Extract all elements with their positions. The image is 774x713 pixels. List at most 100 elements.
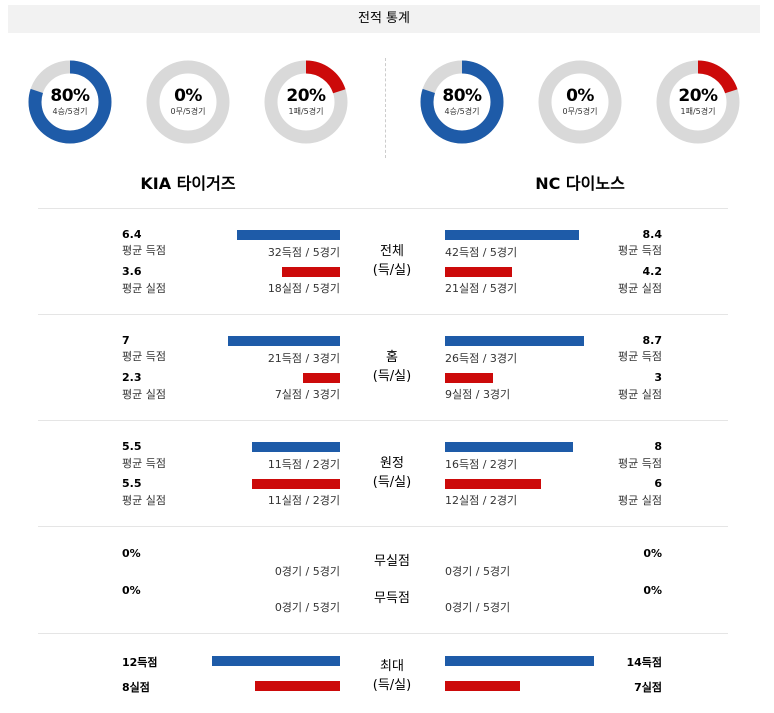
right-loss-sub: 9실점 / 3경기 (445, 388, 511, 401)
donut-caption: 1패/5경기 (288, 107, 324, 116)
category-label: 원정 (380, 456, 404, 471)
section-title: 전적 통계 (8, 5, 760, 33)
left-avg-score-label: 평균 득점 (122, 244, 166, 257)
right-loss-sub: 12실점 / 2경기 (445, 494, 518, 507)
left-avg-score-label: 평균 득점 (122, 457, 166, 470)
left-avg-score: 6.4 (122, 228, 142, 241)
left-max-score-bar (212, 656, 340, 666)
donut-percent: 80% (50, 86, 90, 106)
right-avg-loss-label: 평균 실점 (618, 494, 662, 507)
donut-caption: 4승/5경기 (444, 107, 480, 116)
category-sublabel: (득/실) (372, 369, 412, 384)
right-avg-score: 8.4 (642, 228, 663, 241)
left-avg-loss-label: 평균 실점 (122, 282, 166, 295)
donut-caption: 0무/5경기 (170, 107, 206, 116)
left-loss-bar (252, 479, 340, 489)
left-avg-score: 7 (122, 334, 130, 347)
right-score-sub: 16득점 / 2경기 (445, 458, 518, 471)
left-score-bar (252, 442, 340, 452)
left-score-sub: 21득점 / 3경기 (267, 352, 340, 365)
right-avg-score-label: 평균 득점 (618, 244, 662, 257)
category-sublabel: (득/실) (372, 678, 412, 693)
right-loss-bar (445, 479, 541, 489)
category-label: 무득점 (374, 591, 410, 606)
left-avg-score: 5.5 (122, 440, 142, 453)
right-avg-loss-label: 평균 실점 (618, 388, 662, 401)
team-name-right: NC 다이노스 (535, 174, 625, 193)
category-label: 무실점 (374, 554, 410, 569)
donut-percent: 0% (174, 86, 202, 106)
draw-rate-donut: 0% 0무/5경기 (146, 60, 230, 144)
left-loss-bar (303, 373, 340, 383)
loss-rate-donut: 20% 1패/5경기 (264, 60, 348, 144)
draw-rate-donut: 0% 0무/5경기 (538, 60, 622, 144)
right-loss-bar (445, 267, 512, 277)
row-divider (38, 208, 728, 209)
right-score-bar (445, 336, 584, 346)
category-sublabel: (득/실) (372, 475, 412, 490)
right-score-bar (445, 442, 573, 452)
right-loss-bar (445, 373, 493, 383)
donut-percent: 80% (442, 86, 482, 106)
donut-arc (656, 60, 740, 144)
win-rate-donut: 80% 4승/5경기 (28, 60, 112, 144)
left-avg-loss-label: 평균 실점 (122, 494, 166, 507)
right-avg-loss: 4.2 (642, 265, 663, 278)
left-scoreless-sub: 0경기 / 5경기 (274, 601, 340, 614)
category-label: 전체 (380, 244, 404, 259)
category-sublabel: (득/실) (372, 263, 412, 278)
right-score-bar (445, 230, 579, 240)
right-avg-score: 8 (654, 440, 662, 453)
left-score-sub: 11득점 / 2경기 (267, 458, 340, 471)
left-avg-loss-label: 평균 실점 (122, 388, 166, 401)
left-max-score: 12득점 (122, 656, 158, 669)
right-max-score-bar (445, 656, 594, 666)
donut-arc (28, 60, 112, 144)
left-avg-loss: 5.5 (122, 477, 142, 490)
win-rate-donut: 80% 4승/5경기 (420, 60, 504, 144)
right-avg-loss: 6 (654, 477, 662, 490)
right-scoreless-sub: 0경기 / 5경기 (445, 601, 511, 614)
left-max-loss-bar (255, 681, 340, 691)
right-scoreless-rate: 0% (643, 584, 662, 597)
left-loss-sub: 18실점 / 5경기 (267, 282, 340, 295)
category-label: 최대 (380, 659, 404, 674)
right-max-loss-bar (445, 681, 520, 691)
donut-track (538, 60, 622, 144)
donut-caption: 1패/5경기 (680, 107, 716, 116)
right-max-loss: 7실점 (634, 681, 662, 694)
left-score-sub: 32득점 / 5경기 (267, 246, 340, 259)
donut-caption: 4승/5경기 (52, 107, 88, 116)
row-divider (38, 526, 728, 527)
left-max-loss: 8실점 (122, 681, 150, 694)
right-score-sub: 42득점 / 5경기 (445, 246, 518, 259)
donut-arc (264, 60, 348, 144)
donut-percent: 20% (286, 86, 326, 106)
team-name-left: KIA 타이거즈 (140, 174, 236, 193)
donut-percent: 0% (566, 86, 594, 106)
left-score-bar (237, 230, 340, 240)
right-avg-score-label: 평균 득점 (618, 350, 662, 363)
right-shutout-sub: 0경기 / 5경기 (445, 565, 511, 578)
category-label: 홈 (386, 350, 398, 365)
right-avg-loss: 3 (654, 371, 662, 384)
donut-arc (420, 60, 504, 144)
row-divider (38, 420, 728, 421)
right-avg-score-label: 평균 득점 (618, 457, 662, 470)
left-loss-sub: 7실점 / 3경기 (274, 388, 340, 401)
left-scoreless-rate: 0% (122, 584, 141, 597)
left-loss-sub: 11실점 / 2경기 (267, 494, 340, 507)
row-divider (38, 314, 728, 315)
right-max-score: 14득점 (626, 656, 662, 669)
left-shutout-rate: 0% (122, 547, 141, 560)
left-score-bar (228, 336, 340, 346)
right-score-sub: 26득점 / 3경기 (445, 352, 518, 365)
right-loss-sub: 21실점 / 5경기 (445, 282, 518, 295)
right-avg-score: 8.7 (642, 334, 663, 347)
left-avg-score-label: 평균 득점 (122, 350, 166, 363)
right-avg-loss-label: 평균 실점 (618, 282, 662, 295)
row-divider (38, 633, 728, 634)
team-divider (385, 58, 386, 158)
left-loss-bar (282, 267, 340, 277)
donut-caption: 0무/5경기 (562, 107, 598, 116)
